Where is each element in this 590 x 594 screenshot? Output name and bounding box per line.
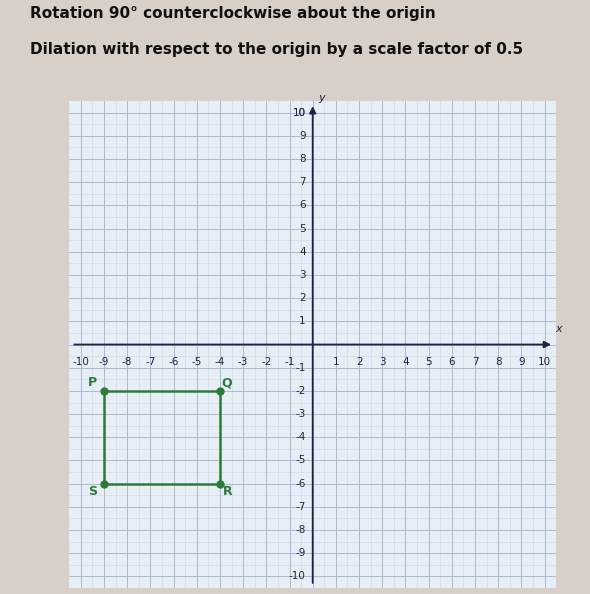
Text: 1: 1 <box>333 357 339 367</box>
Text: -4: -4 <box>215 357 225 367</box>
Text: -6: -6 <box>168 357 179 367</box>
Text: 10: 10 <box>293 108 306 118</box>
Text: 3: 3 <box>379 357 386 367</box>
Text: -1: -1 <box>284 357 294 367</box>
Text: -10: -10 <box>73 357 89 367</box>
Text: R: R <box>223 485 233 498</box>
Text: 6: 6 <box>448 357 455 367</box>
Text: 2: 2 <box>356 357 362 367</box>
Text: -5: -5 <box>296 456 306 466</box>
Text: y: y <box>319 93 325 103</box>
Text: 10: 10 <box>538 357 551 367</box>
Text: 5: 5 <box>299 223 306 233</box>
Text: -2: -2 <box>296 386 306 396</box>
Text: -1: -1 <box>296 363 306 372</box>
Text: 3: 3 <box>299 270 306 280</box>
Text: 6: 6 <box>299 200 306 210</box>
Text: -9: -9 <box>99 357 109 367</box>
Text: -10: -10 <box>289 571 306 582</box>
Text: -4: -4 <box>296 432 306 443</box>
Text: -3: -3 <box>296 409 306 419</box>
Text: Rotation 90° counterclockwise about the origin: Rotation 90° counterclockwise about the … <box>30 6 435 21</box>
Text: 8: 8 <box>299 154 306 164</box>
Text: -6: -6 <box>296 479 306 489</box>
Text: -8: -8 <box>122 357 132 367</box>
Text: -7: -7 <box>145 357 156 367</box>
Text: 2: 2 <box>299 293 306 303</box>
Text: 10: 10 <box>293 108 306 118</box>
Text: 9: 9 <box>299 131 306 141</box>
Text: 4: 4 <box>299 247 306 257</box>
Text: -9: -9 <box>296 548 306 558</box>
Text: -8: -8 <box>296 525 306 535</box>
Text: Q: Q <box>222 376 232 389</box>
Text: 1: 1 <box>299 317 306 326</box>
Text: 4: 4 <box>402 357 409 367</box>
Text: 5: 5 <box>425 357 432 367</box>
Text: S: S <box>88 485 97 498</box>
Text: 9: 9 <box>518 357 525 367</box>
Text: 7: 7 <box>299 177 306 187</box>
Text: x: x <box>555 324 562 334</box>
Text: 8: 8 <box>495 357 502 367</box>
Text: -3: -3 <box>238 357 248 367</box>
Text: -2: -2 <box>261 357 271 367</box>
Text: Dilation with respect to the origin by a scale factor of 0.5: Dilation with respect to the origin by a… <box>30 42 523 56</box>
Text: -5: -5 <box>192 357 202 367</box>
Text: 7: 7 <box>472 357 478 367</box>
Text: -7: -7 <box>296 502 306 512</box>
Text: P: P <box>88 376 97 389</box>
